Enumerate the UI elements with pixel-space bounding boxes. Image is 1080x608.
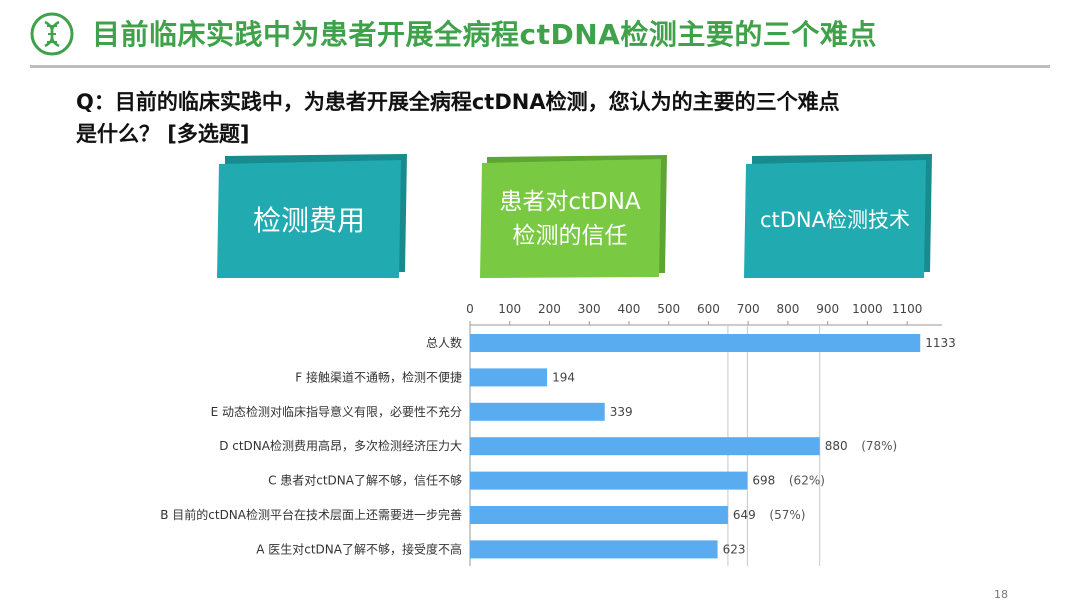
x-tick-label: 0 [466,302,474,316]
title-divider [30,65,1050,68]
card-technology: ctDNA检测技术 [742,150,934,280]
x-tick-label: 1100 [892,302,923,316]
category-label: C 患者对ctDNA了解不够，信任不够 [268,474,462,488]
bar [470,334,921,352]
value-label: 623 [723,542,746,556]
percent-label: (57%) [769,508,805,522]
category-label: F 接触渠道不通畅，检测不便捷 [295,369,462,384]
x-tick-label: 200 [538,302,561,316]
category-label: A 医生对ctDNA了解不够，接受度不高 [256,541,462,556]
bar [470,368,548,387]
value-label: 649 [733,508,756,522]
bar [470,506,728,524]
bar [470,437,820,456]
x-tick-label: 400 [618,302,641,316]
value-label: 339 [610,405,633,419]
category-label: D ctDNA检测费用高昂，多次检测经济压力大 [219,438,462,453]
dna-logo-icon [30,12,74,56]
x-tick-label: 300 [578,302,601,316]
bar [470,402,605,421]
card-trust: 患者对ctDNA 检测的信任 [479,153,669,280]
card-label: 检测费用 [252,204,365,237]
percent-label: (78%) [861,439,897,453]
x-tick-label: 100 [498,302,521,316]
page-number: 18 [994,588,1008,601]
x-tick-label: 1000 [852,302,883,316]
x-tick-label: 900 [816,302,839,316]
bar [470,471,748,490]
page-title: 目前临床实践中为患者开展全病程ctDNA检测主要的三个难点 [92,18,877,51]
card-label: 患者对ctDNA 检测的信任 [499,189,641,249]
x-tick-label: 700 [737,302,760,316]
value-label: 194 [552,370,575,384]
bar [470,540,718,559]
value-label: 1133 [925,336,956,350]
question-text: Q：目前的临床实践中，为患者开展全病程ctDNA检测，您认为的主要的三个难点 是… [76,90,840,146]
value-label: 698 [752,474,775,488]
card-label: ctDNA检测技术 [759,208,911,232]
x-tick-label: 500 [657,302,680,316]
percent-label: (62%) [789,474,825,488]
category-label: E 动态检测对临床指导意义有限，必要性不充分 [211,404,462,419]
category-label: 总人数 [426,335,462,350]
value-label: 880 [825,439,848,453]
x-tick-label: 600 [697,302,720,316]
x-tick-label: 800 [776,302,799,316]
category-label: B 目前的ctDNA检测平台在技术层面上还需要进一步完善 [160,507,462,522]
card-cost: 检测费用 [215,150,410,280]
